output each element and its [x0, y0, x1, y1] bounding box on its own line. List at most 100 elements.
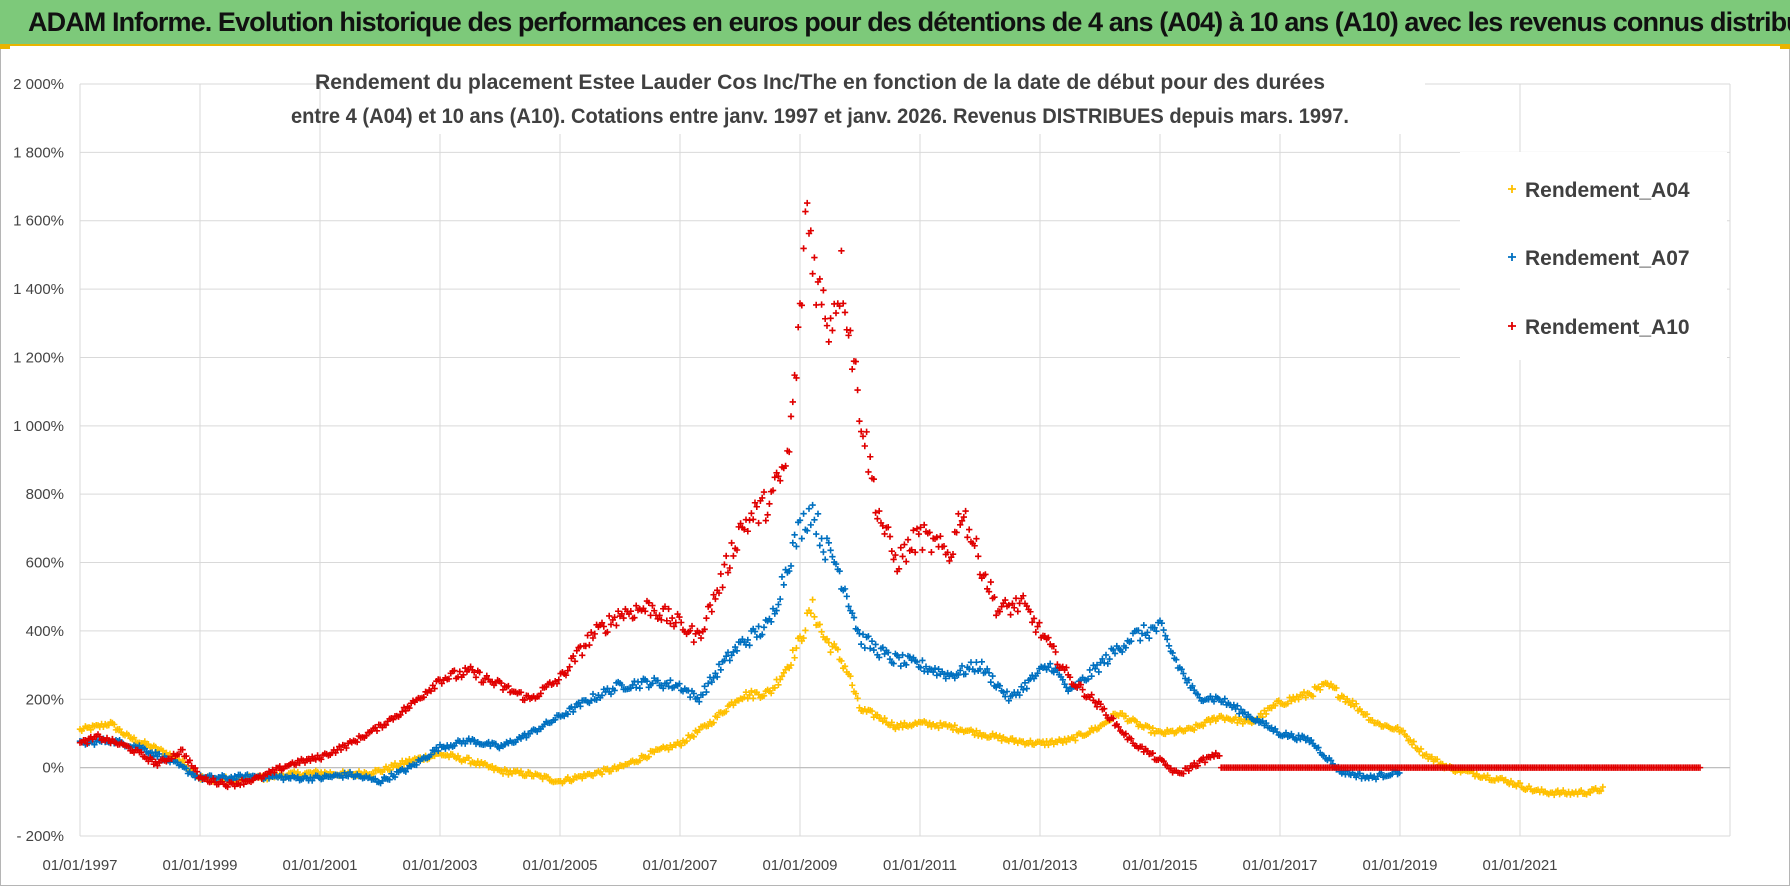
point-rendement_a07 — [930, 668, 937, 676]
point-rendement_a10 — [654, 615, 661, 622]
point-rendement_a10 — [1079, 686, 1086, 693]
point-rendement_a10 — [202, 774, 210, 781]
point-rendement_a07 — [829, 553, 836, 560]
point-rendement_a04 — [816, 621, 823, 628]
y-tick-label: - 200% — [16, 828, 64, 845]
point-rendement_a10 — [1030, 615, 1038, 622]
point-rendement_a04 — [1302, 694, 1309, 701]
point-rendement_a07 — [768, 618, 775, 626]
point-rendement_a10 — [336, 743, 343, 750]
point-rendement_a10 — [582, 642, 589, 650]
point-rendement_a04 — [802, 627, 809, 634]
x-tick-label: 01/01/2003 — [402, 857, 477, 874]
point-rendement_a10 — [949, 550, 957, 558]
point-rendement_a04 — [849, 682, 856, 689]
point-rendement_a07 — [951, 674, 958, 682]
point-rendement_a07 — [523, 734, 530, 741]
point-rendement_a10 — [564, 667, 571, 674]
point-rendement_a10 — [1009, 600, 1016, 607]
point-rendement_a07 — [870, 646, 877, 654]
point-rendement_a07 — [433, 744, 440, 751]
point-rendement_a10 — [1041, 632, 1048, 640]
point-rendement_a07 — [703, 688, 710, 696]
point-rendement_a04 — [1317, 686, 1324, 693]
point-rendement_a10 — [771, 474, 778, 481]
point-rendement_a10 — [960, 513, 967, 521]
point-rendement_a10 — [566, 663, 573, 670]
point-rendement_a10 — [471, 669, 478, 676]
point-rendement_a07 — [649, 680, 656, 687]
point-rendement_a10 — [615, 608, 622, 615]
point-rendement_a07 — [427, 751, 435, 758]
point-rendement_a04 — [831, 640, 838, 648]
point-rendement_a10 — [296, 759, 303, 767]
point-rendement_a10 — [703, 614, 710, 622]
point-rendement_a07 — [733, 647, 741, 654]
point-rendement_a10 — [397, 711, 404, 719]
point-rendement_a04 — [1263, 710, 1270, 718]
point-rendement_a07 — [665, 683, 672, 690]
point-rendement_a10 — [168, 755, 175, 762]
point-rendement_a10 — [373, 727, 381, 734]
point-rendement_a07 — [1189, 682, 1196, 690]
point-rendement_a07 — [1182, 675, 1189, 682]
point-rendement_a07 — [732, 643, 739, 651]
point-rendement_a04 — [768, 690, 775, 697]
point-rendement_a10 — [1036, 619, 1043, 626]
point-rendement_a04 — [1587, 789, 1594, 796]
point-rendement_a04 — [741, 694, 748, 701]
point-rendement_a04 — [1133, 718, 1140, 726]
point-rendement_a07 — [759, 631, 766, 638]
point-rendement_a07 — [1144, 629, 1151, 636]
point-rendement_a07 — [1088, 673, 1095, 680]
point-rendement_a10 — [917, 524, 924, 531]
point-rendement_a10 — [854, 386, 861, 394]
point-rendement_a07 — [962, 670, 969, 678]
point-rendement_a10 — [760, 488, 768, 496]
point-rendement_a10 — [498, 679, 505, 687]
point-rendement_a10 — [406, 704, 413, 712]
point-rendement_a07 — [244, 771, 251, 778]
point-rendement_a10 — [579, 652, 586, 659]
point-rendement_a10 — [724, 569, 732, 576]
point-rendement_a10 — [753, 503, 760, 510]
point-rendement_a10 — [390, 716, 397, 723]
point-rendement_a10 — [937, 533, 944, 540]
point-rendement_a04 — [1232, 714, 1239, 721]
point-rendement_a04 — [1399, 727, 1407, 734]
point-rendement_a10 — [885, 524, 892, 531]
point-rendement_a10 — [651, 607, 658, 614]
point-rendement_a10 — [1063, 664, 1070, 671]
point-rendement_a04 — [526, 769, 534, 777]
point-rendement_a04 — [1333, 684, 1340, 692]
point-rendement_a10 — [591, 630, 598, 638]
point-rendement_a10 — [584, 632, 591, 639]
legend-marker-rendement_a04 — [1508, 185, 1516, 193]
point-rendement_a07 — [391, 773, 399, 781]
point-rendement_a07 — [1282, 729, 1290, 737]
point-rendement_a10 — [537, 690, 544, 697]
point-rendement_a10 — [809, 270, 816, 277]
point-rendement_a07 — [879, 644, 886, 651]
point-rendement_a10 — [926, 529, 933, 536]
y-tick-label: 1 400% — [13, 281, 64, 298]
point-rendement_a07 — [1093, 661, 1101, 669]
point-rendement_a10 — [620, 614, 627, 622]
point-rendement_a10 — [1201, 759, 1209, 766]
point-rendement_a07 — [1003, 688, 1011, 695]
point-rendement_a07 — [775, 601, 782, 608]
point-rendement_a07 — [897, 662, 904, 670]
point-rendement_a10 — [1050, 643, 1057, 650]
y-tick-label: 1 000% — [13, 418, 64, 435]
point-rendement_a07 — [843, 593, 850, 600]
point-rendement_a07 — [1140, 621, 1147, 629]
point-rendement_a07 — [1034, 669, 1041, 677]
point-rendement_a07 — [890, 660, 897, 667]
point-rendement_a07 — [811, 516, 818, 523]
point-rendement_a07 — [1084, 675, 1092, 683]
point-rendement_a04 — [1327, 680, 1335, 688]
point-rendement_a10 — [915, 530, 922, 538]
point-rendement_a10 — [1194, 762, 1201, 769]
point-rendement_a10 — [903, 558, 910, 565]
point-rendement_a07 — [471, 737, 478, 744]
